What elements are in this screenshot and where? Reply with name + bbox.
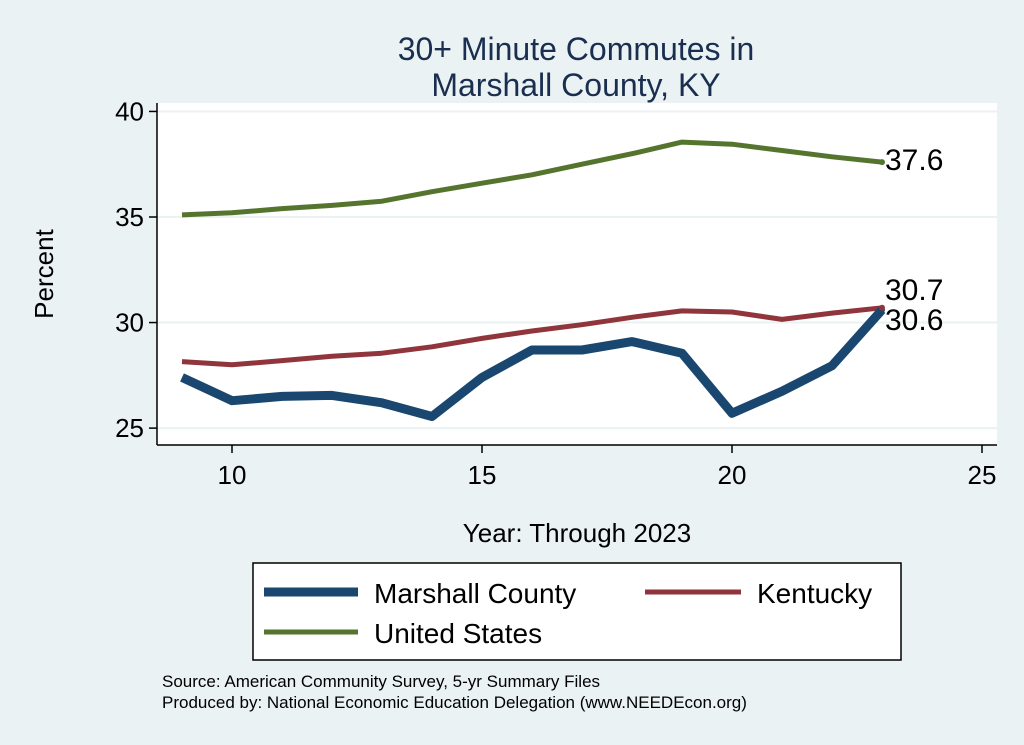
end-label-marshall-county: 30.6 <box>885 304 943 337</box>
series-line-kentucky <box>181 305 883 368</box>
legend-label-marshall-county: Marshall County <box>374 578 576 609</box>
end-labels: 30.630.7 37.6 <box>879 144 943 337</box>
x-axis-ticks: 10 15 20 25 <box>218 445 997 490</box>
end-point-kentucky <box>879 304 885 311</box>
legend-label-kentucky: Kentucky <box>757 578 872 609</box>
source-note: Source: American Community Survey, 5-yr … <box>162 672 600 691</box>
end-label-kentucky: 30.7 <box>885 274 943 307</box>
series-lines <box>180 139 886 421</box>
x-tick-label-10: 10 <box>218 460 247 490</box>
chart-title-line-2: Marshall County, KY <box>431 67 720 103</box>
series-line-marshall-county <box>180 306 886 421</box>
legend-box <box>252 562 902 661</box>
y-tick-label-30: 30 <box>115 308 144 338</box>
gridlines <box>157 110 997 430</box>
end-point-united-states <box>879 159 885 166</box>
series-line-united-states <box>181 139 883 218</box>
end-label-united-states: 37.6 <box>885 144 943 177</box>
y-axis-label: Percent <box>29 228 59 318</box>
y-tick-label-35: 35 <box>115 202 144 232</box>
x-tick-label-25: 25 <box>968 460 997 490</box>
y-tick-label-40: 40 <box>115 96 144 126</box>
x-axis-label: Year: Through 2023 <box>463 518 691 548</box>
y-tick-label-25: 25 <box>115 413 144 443</box>
x-tick-label-15: 15 <box>468 460 497 490</box>
legend-label-united-states: United States <box>374 618 542 649</box>
y-axis-ticks: 25 30 35 40 <box>115 96 157 443</box>
legend: Marshall County Kentucky United States <box>252 562 902 661</box>
chart-title-line-1: 30+ Minute Commutes in <box>398 31 755 67</box>
producer-note: Produced by: National Economic Education… <box>162 693 747 712</box>
x-tick-label-20: 20 <box>718 460 747 490</box>
